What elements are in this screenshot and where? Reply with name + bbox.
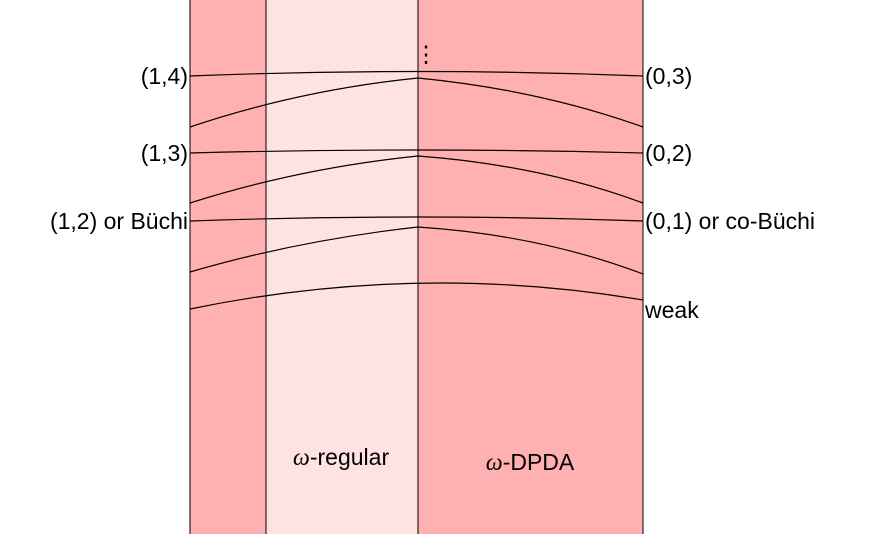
level-1-2-to-weak-curve xyxy=(189,226,644,275)
right-label-0-3: (0,3) xyxy=(645,63,692,89)
level-1-4-curve xyxy=(189,70,644,77)
level-1-2-curve xyxy=(189,216,644,222)
left-label-1-2-buchi: (1,2) or Büchi xyxy=(50,208,188,234)
continuation-dots: ⋮ xyxy=(415,41,438,67)
level-1-4-to-1-3-curve xyxy=(189,77,644,128)
right-label-0-2: (0,2) xyxy=(645,140,692,166)
right-label-weak: weak xyxy=(644,297,699,323)
omega-dpda-band xyxy=(418,0,643,534)
level-1-3-curve xyxy=(189,149,644,154)
left-label-1-4: (1,4) xyxy=(141,63,188,89)
omega-dpda-label: ω-DPDA xyxy=(486,449,575,476)
outer-band xyxy=(190,0,266,534)
left-label-1-3: (1,3) xyxy=(141,140,188,166)
weak-curve xyxy=(189,282,644,310)
right-label-0-1-cobuchi: (0,1) or co-Büchi xyxy=(645,208,815,234)
omega-regular-text: -regular xyxy=(310,444,390,470)
level-1-3-to-1-2-curve xyxy=(189,155,644,204)
omega-dpda-text: -DPDA xyxy=(503,449,575,475)
omega-dpda-symbol: ω xyxy=(486,450,503,476)
omega-regular-symbol: ω xyxy=(293,445,310,471)
omega-regular-label: ω-regular xyxy=(293,444,390,471)
